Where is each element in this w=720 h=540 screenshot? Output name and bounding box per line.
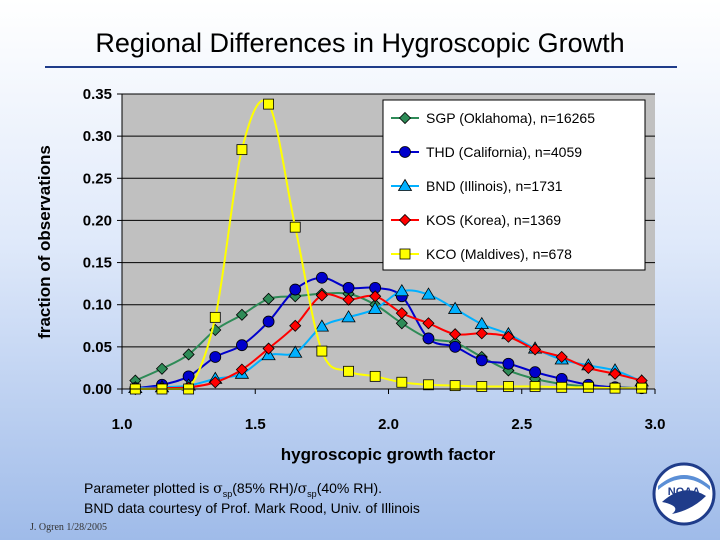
data-point xyxy=(342,281,355,294)
y-tick-label: 0.30 xyxy=(83,128,112,145)
data-point xyxy=(262,315,275,328)
data-point xyxy=(209,376,222,389)
footnote-parameter: Parameter plotted is σsp(85% RH)/σsp(40%… xyxy=(84,480,383,499)
data-point xyxy=(502,330,515,343)
legend-label: THD (California), n=4059 xyxy=(426,144,582,160)
data-point xyxy=(342,293,355,306)
data-point xyxy=(449,380,461,392)
data-point xyxy=(235,308,248,321)
y-tick-label: 0.10 xyxy=(83,297,112,314)
y-tick-label: 0.05 xyxy=(83,339,112,356)
title-underline xyxy=(45,66,677,68)
footnote-data-credit: BND data courtesy of Prof. Mark Rood, Un… xyxy=(84,500,420,516)
data-point xyxy=(315,289,328,302)
y-tick-label: 0.25 xyxy=(83,170,112,187)
legend-item: KOS (Korea), n=1369 xyxy=(391,212,561,228)
data-point xyxy=(609,382,621,394)
data-point xyxy=(235,363,248,376)
data-point xyxy=(289,221,301,233)
legend-item: SGP (Oklahoma), n=16265 xyxy=(391,110,595,126)
data-point xyxy=(263,98,274,110)
data-point xyxy=(369,370,381,382)
series-line xyxy=(135,99,642,390)
data-point xyxy=(582,361,595,374)
legend-item: KCO (Maldives), n=678 xyxy=(391,246,572,262)
data-point xyxy=(475,327,488,340)
data-point xyxy=(262,292,275,305)
x-tick-label: 1.5 xyxy=(245,416,266,433)
data-point xyxy=(209,351,222,363)
data-point xyxy=(529,343,542,356)
data-point xyxy=(529,366,541,379)
data-point xyxy=(447,301,463,314)
data-point xyxy=(182,348,195,361)
data-point xyxy=(422,317,435,330)
noaa-logo-text: NOAA xyxy=(668,486,700,498)
y-axis-title: fraction of observations xyxy=(35,145,54,339)
data-point xyxy=(502,357,515,370)
data-point xyxy=(155,362,169,375)
y-tick-label: 0.20 xyxy=(83,212,112,229)
data-point xyxy=(315,271,328,284)
data-point xyxy=(636,382,648,394)
data-point xyxy=(529,381,541,392)
data-point xyxy=(209,311,221,323)
legend-swatch-marker xyxy=(398,111,412,125)
data-point xyxy=(288,345,303,358)
data-point xyxy=(236,144,248,156)
legend: SGP (Oklahoma), n=16265 THD (California),… xyxy=(382,99,646,271)
data-point xyxy=(395,307,408,320)
data-point xyxy=(423,379,434,391)
y-tick-label: 0.15 xyxy=(83,255,112,272)
data-point xyxy=(316,345,328,357)
data-point xyxy=(476,381,488,392)
data-point xyxy=(367,301,383,314)
legend-swatch-marker xyxy=(399,248,411,260)
axes: 0.00 0.05 0.10 0.15 0.20 0.25 0.30 0.35 1.0 1.5 2.… xyxy=(83,86,666,433)
legend-swatch-marker xyxy=(399,146,411,158)
data-point xyxy=(395,317,408,330)
data-point xyxy=(262,342,275,355)
data-point xyxy=(608,367,622,380)
data-point xyxy=(289,283,302,296)
data-point xyxy=(236,339,248,352)
data-point xyxy=(449,340,462,353)
y-tick-label: 0.00 xyxy=(83,381,112,398)
data-point xyxy=(503,381,514,392)
data-point xyxy=(422,332,435,345)
data-point xyxy=(556,381,568,393)
x-tick-label: 2.0 xyxy=(378,416,399,433)
legend-label: KCO (Maldives), n=678 xyxy=(426,246,572,262)
data-point xyxy=(314,319,330,332)
noaa-logo-icon: NOAA xyxy=(652,462,716,526)
legend-item: BND (Illinois), n=1731 xyxy=(391,178,563,194)
data-point xyxy=(394,283,410,297)
data-point xyxy=(396,376,408,388)
legend-swatch-marker xyxy=(397,178,413,191)
x-tick-label: 1.0 xyxy=(112,416,133,433)
legend-item: THD (California), n=4059 xyxy=(391,144,582,160)
x-tick-label: 3.0 xyxy=(645,416,666,433)
data-point xyxy=(475,354,488,367)
data-point xyxy=(289,319,302,332)
series-layer xyxy=(128,98,649,396)
legend-label: KOS (Korea), n=1369 xyxy=(426,212,561,228)
data-point xyxy=(369,290,382,303)
data-point xyxy=(449,328,462,341)
hygroscopic-growth-chart: 0.00 0.05 0.10 0.15 0.20 0.25 0.30 0.35 1.0 1.5 2.… xyxy=(35,86,666,464)
x-tick-label: 2.5 xyxy=(511,416,532,433)
data-point xyxy=(421,287,436,300)
slide-title: Regional Differences in Hygroscopic Grow… xyxy=(95,28,625,58)
data-point xyxy=(341,310,356,323)
legend-label: BND (Illinois), n=1731 xyxy=(426,178,563,194)
author-date: J. Ogren 1/28/2005 xyxy=(30,522,107,533)
data-point xyxy=(343,365,354,377)
legend-label: SGP (Oklahoma), n=16265 xyxy=(426,110,595,126)
legend-box xyxy=(382,99,646,271)
y-tick-label: 0.35 xyxy=(83,86,112,103)
legend-swatch-marker xyxy=(398,213,412,227)
x-axis-title: hygroscopic growth factor xyxy=(281,445,496,464)
data-point xyxy=(582,381,594,393)
data-point xyxy=(555,350,568,364)
